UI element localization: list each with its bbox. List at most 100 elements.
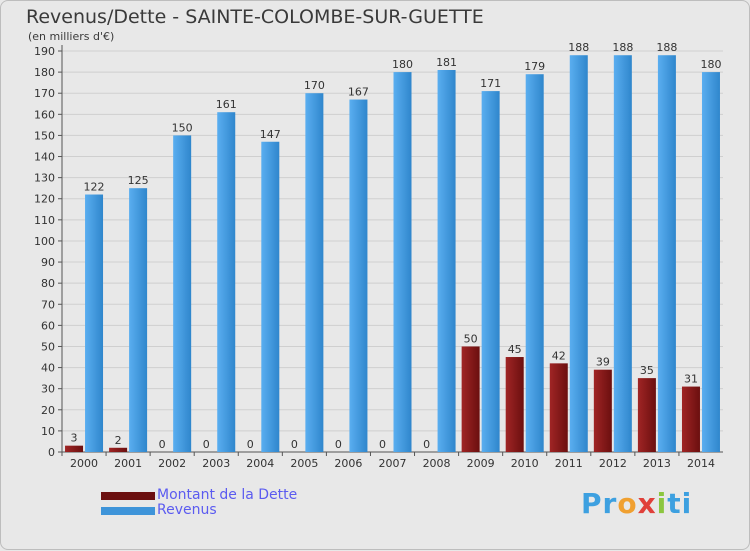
data-label-revenue-2012: 188 (612, 41, 633, 54)
data-label-revenue-2011: 188 (568, 41, 589, 54)
x-tick-label: 2007 (379, 457, 407, 470)
x-tick-label: 2011 (555, 457, 583, 470)
y-tick-label: 130 (34, 172, 55, 185)
bar-debt-2000 (65, 445, 84, 452)
proxiti-logo: Proxiti (581, 487, 692, 520)
data-label-revenue-2000: 122 (84, 181, 105, 194)
y-tick-label: 100 (34, 235, 55, 248)
x-tick-label: 2000 (70, 457, 98, 470)
x-tick-label: 2001 (114, 457, 142, 470)
bar-revenue-2001 (129, 188, 148, 452)
data-label-revenue-2005: 170 (304, 79, 325, 92)
bar-revenue-2010 (525, 74, 544, 452)
data-label-revenue-2009: 171 (480, 77, 501, 90)
bar-debt-2012 (593, 369, 612, 452)
y-tick-label: 50 (41, 340, 55, 353)
y-tick-label: 170 (34, 87, 55, 100)
grid-lines (62, 50, 723, 453)
y-tick-label: 140 (34, 151, 55, 164)
data-label-revenue-2013: 188 (656, 41, 677, 54)
bar-revenue-2008 (437, 69, 456, 452)
data-label-debt-2010: 45 (508, 343, 522, 356)
bar-debt-2011 (549, 363, 568, 452)
data-label-debt-2000: 3 (71, 432, 78, 445)
data-label-debt-2001: 2 (115, 434, 122, 447)
x-tick-label: 2005 (290, 457, 318, 470)
bar-revenue-2006 (349, 99, 368, 452)
bar-revenue-2011 (569, 55, 588, 452)
bar-revenue-2009 (481, 91, 500, 452)
data-label-debt-2006: 0 (335, 438, 342, 451)
y-tick-label: 70 (41, 298, 55, 311)
data-label-debt-2007: 0 (379, 438, 386, 451)
x-tick-label: 2002 (158, 457, 186, 470)
bar-debt-2014 (681, 386, 700, 452)
data-label-debt-2005: 0 (291, 438, 298, 451)
logo-letter: r (602, 487, 618, 520)
data-label-revenue-2008: 181 (436, 56, 457, 69)
legend-swatch-revenue (101, 507, 155, 515)
y-tick-label: 90 (41, 256, 55, 269)
bar-debt-2010 (505, 357, 524, 452)
bar-debt-2009 (461, 346, 480, 452)
y-tick-label: 10 (41, 425, 55, 438)
y-tick-label: 120 (34, 193, 55, 206)
bar-debt-2001 (109, 447, 128, 452)
y-tick-label: 150 (34, 129, 55, 142)
bar-revenue-2002 (173, 135, 192, 452)
legend-swatch-debt (101, 492, 155, 500)
y-tick-label: 60 (41, 319, 55, 332)
x-tick-label: 2008 (423, 457, 451, 470)
data-label-debt-2012: 39 (596, 356, 610, 369)
bar-revenue-2013 (657, 55, 676, 452)
chart-title: Revenus/Dette - SAINTE-COLOMBE-SUR-GUETT… (26, 6, 484, 28)
x-tick-label: 2014 (687, 457, 715, 470)
data-label-revenue-2014: 180 (700, 58, 721, 71)
data-label-revenue-2007: 180 (392, 58, 413, 71)
data-label-revenue-2010: 179 (524, 60, 545, 73)
data-label-debt-2003: 0 (203, 438, 210, 451)
y-tick-label: 40 (41, 362, 55, 375)
data-label-revenue-2004: 147 (260, 128, 281, 141)
y-tick-label: 110 (34, 214, 55, 227)
x-tick-label: 2009 (467, 457, 495, 470)
data-label-debt-2002: 0 (159, 438, 166, 451)
axes: 0102030405060708090100110120130140150160… (34, 45, 723, 470)
chart-subtitle: (en milliers d'€) (28, 30, 115, 43)
bar-revenue-2004 (261, 141, 280, 452)
logo-letter: i (656, 487, 668, 520)
y-tick-label: 180 (34, 66, 55, 79)
y-tick-label: 30 (41, 383, 55, 396)
legend-label-debt: Montant de la Dette (157, 487, 298, 503)
bar-revenue-2014 (701, 72, 720, 453)
x-tick-label: 2010 (511, 457, 539, 470)
data-label-debt-2008: 0 (423, 438, 430, 451)
bar-debt-2013 (637, 378, 656, 452)
logo-letter: ti (667, 487, 693, 520)
y-tick-label: 80 (41, 277, 55, 290)
legend-label-revenue: Revenus (157, 502, 217, 518)
y-tick-label: 190 (34, 45, 55, 58)
data-label-debt-2013: 35 (640, 364, 654, 377)
data-label-revenue-2006: 167 (348, 86, 369, 99)
y-tick-label: 0 (48, 446, 55, 459)
data-label-revenue-2003: 161 (216, 98, 237, 111)
logo-letter: o (617, 487, 638, 520)
bar-revenue-2000 (85, 194, 104, 452)
bar-revenue-2005 (305, 93, 324, 453)
x-tick-label: 2003 (202, 457, 230, 470)
logo-letter: x (637, 487, 657, 520)
bar-revenue-2007 (393, 72, 412, 453)
x-tick-label: 2013 (643, 457, 671, 470)
data-label-debt-2014: 31 (684, 373, 698, 386)
data-label-revenue-2002: 150 (172, 121, 193, 134)
x-tick-label: 2004 (246, 457, 274, 470)
data-label-debt-2011: 42 (552, 349, 566, 362)
logo-letter: P (581, 487, 603, 520)
x-tick-label: 2012 (599, 457, 627, 470)
bar-revenue-2003 (217, 112, 236, 452)
y-tick-label: 20 (41, 404, 55, 417)
data-labels: 3 122 2 125 0 150 0 161 0 147 0 170 0 167 0 180 0 181 50 17… (71, 41, 722, 451)
